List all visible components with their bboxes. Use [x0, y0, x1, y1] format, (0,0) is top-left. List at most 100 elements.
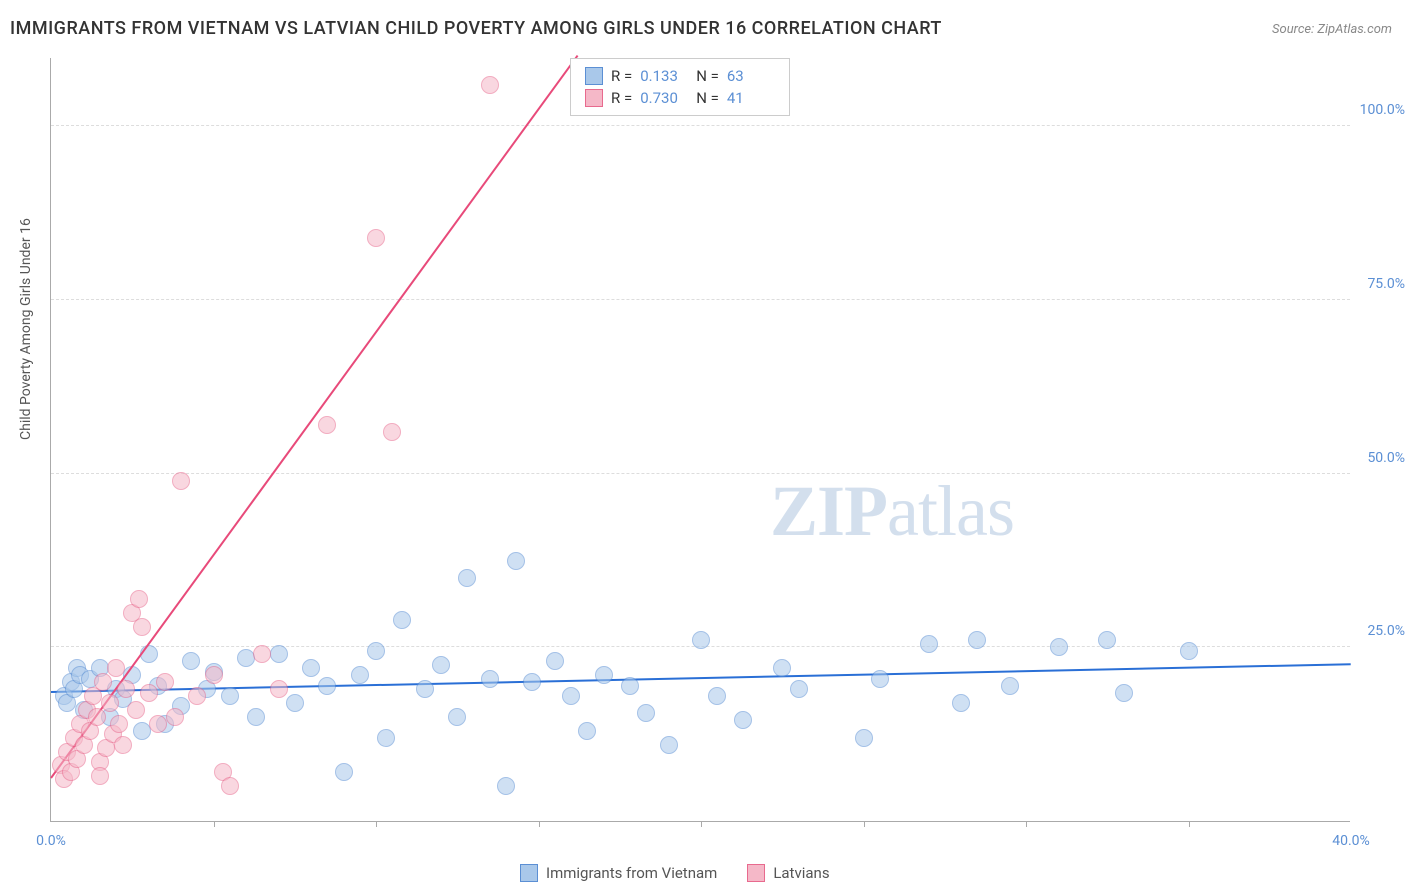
n-label: N =	[696, 89, 719, 107]
x-tick-mark	[214, 821, 215, 827]
data-point	[351, 666, 369, 684]
y-tick-label: 25.0%	[1367, 623, 1405, 639]
data-point	[117, 680, 135, 698]
y-tick-label: 100.0%	[1360, 102, 1405, 118]
y-tick-label: 50.0%	[1367, 450, 1405, 466]
data-point	[660, 736, 678, 754]
legend-swatch	[585, 67, 603, 85]
legend-label: Latvians	[773, 864, 829, 882]
data-point	[221, 687, 239, 705]
data-point	[637, 704, 655, 722]
data-point	[140, 684, 158, 702]
data-point	[1180, 642, 1198, 660]
data-point	[1115, 684, 1133, 702]
legend-label: Immigrants from Vietnam	[546, 864, 717, 882]
data-point	[507, 552, 525, 570]
data-point	[1001, 677, 1019, 695]
data-point	[562, 687, 580, 705]
data-point	[481, 76, 499, 94]
data-point	[393, 611, 411, 629]
data-point	[416, 680, 434, 698]
data-point	[383, 423, 401, 441]
data-point	[182, 652, 200, 670]
n-value: 41	[727, 89, 775, 107]
data-point	[188, 687, 206, 705]
data-point	[497, 777, 515, 795]
data-point	[692, 631, 710, 649]
trend-line	[51, 663, 1351, 693]
data-point	[237, 649, 255, 667]
data-point	[621, 677, 639, 695]
data-point	[481, 670, 499, 688]
plot-area: 25.0%50.0%75.0%100.0%0.0%40.0%	[50, 58, 1350, 822]
data-point	[952, 694, 970, 712]
legend-stats-row: R = 0.730 N = 41	[585, 87, 775, 109]
data-point	[101, 694, 119, 712]
data-point	[523, 673, 541, 691]
data-point	[94, 673, 112, 691]
data-point	[335, 763, 353, 781]
r-value: 0.730	[640, 89, 688, 107]
data-point	[270, 645, 288, 663]
source-attribution: Source: ZipAtlas.com	[1272, 22, 1392, 37]
data-point	[88, 708, 106, 726]
data-point	[318, 677, 336, 695]
x-tick-mark	[1026, 821, 1027, 827]
n-label: N =	[696, 67, 719, 85]
r-label: R =	[611, 89, 632, 107]
data-point	[367, 229, 385, 247]
legend-item: Latvians	[747, 864, 829, 882]
data-point	[790, 680, 808, 698]
y-tick-label: 75.0%	[1367, 276, 1405, 292]
data-point	[773, 659, 791, 677]
legend-swatch	[747, 864, 765, 882]
data-point	[172, 472, 190, 490]
legend-swatch	[585, 89, 603, 107]
data-point	[270, 680, 288, 698]
data-point	[318, 416, 336, 434]
legend-stats-box: R = 0.133 N = 63 R = 0.730 N = 41	[570, 58, 790, 116]
x-tick-mark	[864, 821, 865, 827]
x-tick-mark	[1189, 821, 1190, 827]
data-point	[91, 767, 109, 785]
data-point	[578, 722, 596, 740]
watermark-bold: ZIP	[770, 471, 887, 551]
data-point	[458, 569, 476, 587]
y-axis-label: Child Poverty Among Girls Under 16	[18, 218, 34, 440]
data-point	[302, 659, 320, 677]
data-point	[205, 666, 223, 684]
data-point	[546, 652, 564, 670]
data-point	[127, 701, 145, 719]
legend-stats-row: R =0.133N =63	[585, 65, 775, 87]
data-point	[107, 659, 125, 677]
data-point	[1098, 631, 1116, 649]
data-point	[432, 656, 450, 674]
x-tick-mark	[701, 821, 702, 827]
watermark-light: atlas	[887, 471, 1014, 551]
gridline	[51, 473, 1350, 474]
data-point	[247, 708, 265, 726]
r-value: 0.133	[640, 67, 688, 85]
data-point	[734, 711, 752, 729]
x-tick-label: 0.0%	[36, 833, 66, 849]
data-point	[286, 694, 304, 712]
data-point	[221, 777, 239, 795]
data-point	[253, 645, 271, 663]
data-point	[708, 687, 726, 705]
data-point	[920, 635, 938, 653]
data-point	[855, 729, 873, 747]
data-point	[130, 590, 148, 608]
bottom-legend: Immigrants from Vietnam Latvians	[520, 864, 830, 882]
n-value: 63	[727, 67, 775, 85]
data-point	[871, 670, 889, 688]
watermark: ZIPatlas	[770, 470, 1014, 553]
data-point	[1050, 638, 1068, 656]
data-point	[377, 729, 395, 747]
data-point	[968, 631, 986, 649]
legend-item: Immigrants from Vietnam	[520, 864, 717, 882]
data-point	[448, 708, 466, 726]
data-point	[156, 673, 174, 691]
x-tick-mark	[539, 821, 540, 827]
gridline	[51, 299, 1350, 300]
x-tick-label: 40.0%	[1332, 833, 1370, 849]
